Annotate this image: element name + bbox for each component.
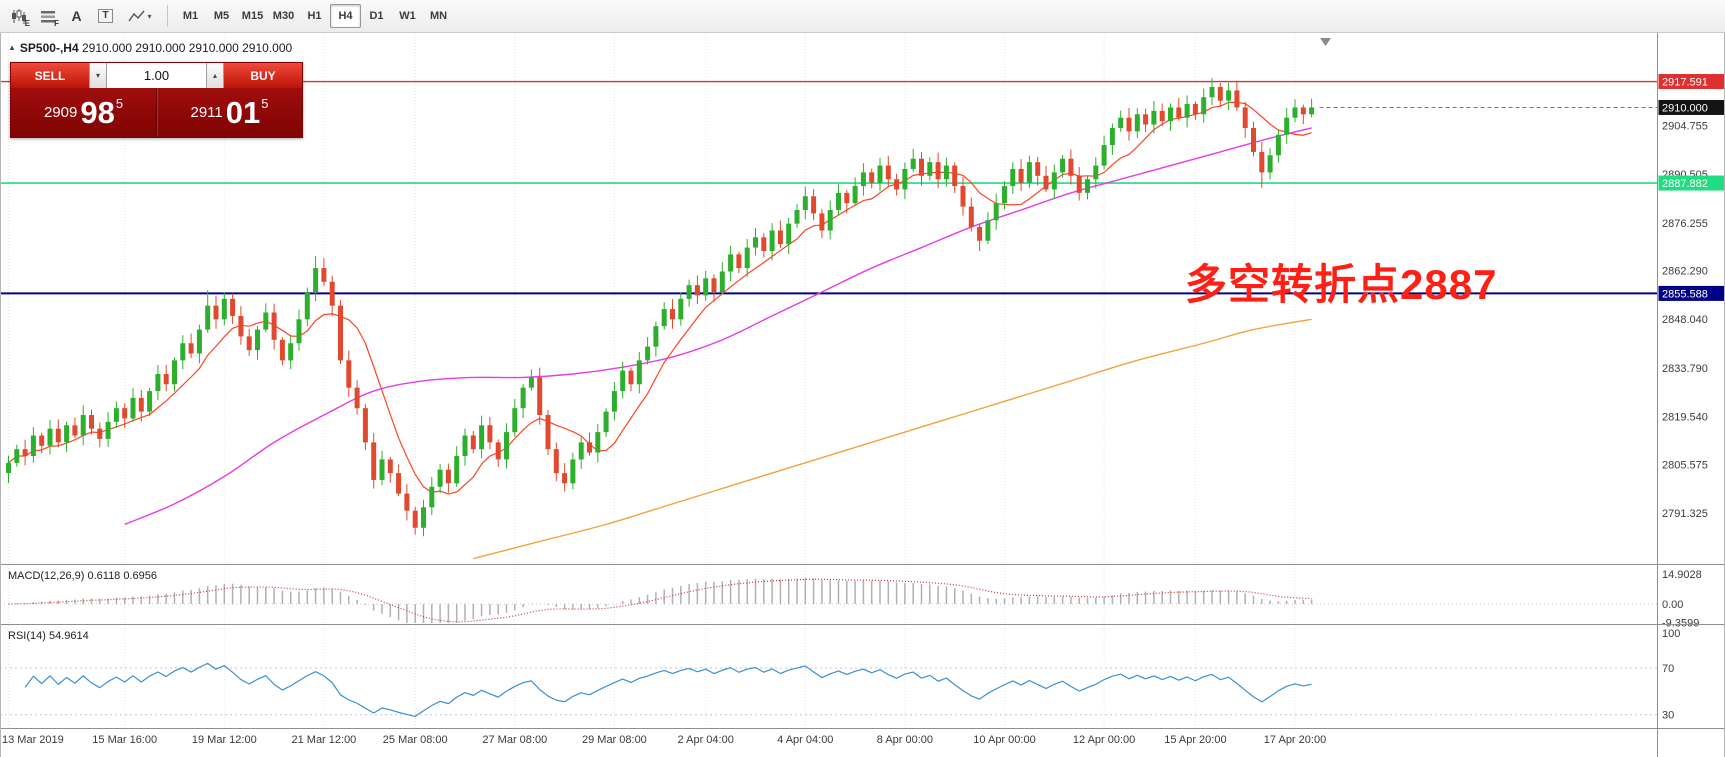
candles-glyph — [11, 8, 26, 24]
price-divider — [156, 88, 157, 137]
svg-text:4 Apr 04:00: 4 Apr 04:00 — [777, 734, 833, 746]
axis-layer: 2904.7552890.5052876.2552862.2902848.040… — [2, 74, 1725, 746]
candle-layer — [6, 78, 1315, 537]
buy-price[interactable]: 2911 01 5 — [157, 95, 302, 130]
svg-text:13 Mar 2019: 13 Mar 2019 — [2, 734, 64, 746]
svg-text:100: 100 — [1662, 628, 1680, 640]
caret-up-icon: ▴ — [212, 71, 217, 80]
ma-layer — [8, 101, 1312, 560]
ma-mid-line — [124, 127, 1312, 526]
svg-text:0.00: 0.00 — [1662, 599, 1683, 611]
text-label-tool-icon[interactable]: T — [92, 3, 119, 29]
svg-text:2819.540: 2819.540 — [1662, 412, 1708, 424]
price-tag — [1658, 285, 1725, 301]
buy-button[interactable]: BUY — [224, 63, 302, 88]
svg-text:8 Apr 00:00: 8 Apr 00:00 — [877, 734, 933, 746]
main-toolbar: E F A T ▾ M1 M5 M15 M30 H1 H4 D1 W1 MN — [0, 0, 1725, 33]
svg-text:29 Mar 08:00: 29 Mar 08:00 — [582, 734, 647, 746]
svg-text:70: 70 — [1662, 663, 1674, 675]
sell-price[interactable]: 2909 98 5 — [11, 95, 156, 130]
chevron-down-icon: ▾ — [147, 11, 152, 21]
sell-price-pip: 5 — [115, 96, 124, 111]
svg-text:2791.325: 2791.325 — [1662, 508, 1708, 520]
svg-text:2876.255: 2876.255 — [1662, 218, 1708, 230]
symbol-label: SP500-,H4 — [19, 41, 79, 55]
svg-text:-9.3599: -9.3599 — [1662, 618, 1699, 630]
price-tag — [1658, 99, 1725, 115]
svg-text:2904.755: 2904.755 — [1662, 120, 1708, 132]
sell-price-prefix: 2909 — [43, 104, 78, 121]
quote-line: ▲ SP500-,H4 2910.000 2910.000 2910.000 29… — [8, 41, 292, 55]
chart-shift-icon — [1320, 38, 1331, 46]
sell-price-big: 98 — [80, 95, 115, 130]
timeframe-button-mn[interactable]: MN — [423, 4, 454, 28]
timeframe-button-m30[interactable]: M30 — [268, 4, 299, 28]
chrome-layer — [0, 33, 1725, 757]
price-chart[interactable]: 2904.7552890.5052876.2552862.2902848.040… — [0, 33, 1725, 757]
rsi-label: RSI(14) 54.9614 — [8, 630, 89, 642]
svg-text:2917.591: 2917.591 — [1662, 77, 1708, 89]
svg-text:14.9028: 14.9028 — [1662, 569, 1702, 581]
timeframe-button-m15[interactable]: M15 — [237, 4, 268, 28]
candlestick-chart-icon[interactable]: E — [5, 3, 32, 29]
trade-prices-row: 2909 98 5 2911 01 5 — [11, 88, 302, 137]
svg-text:2855.588: 2855.588 — [1662, 288, 1708, 300]
svg-text:15 Mar 16:00: 15 Mar 16:00 — [92, 734, 157, 746]
svg-text:2 Apr 04:00: 2 Apr 04:00 — [678, 734, 734, 746]
macd-layer — [0, 577, 1657, 623]
quote-ohlc-values: 2910.000 2910.000 2910.000 2910.000 — [81, 41, 293, 55]
badge-e: E — [24, 19, 30, 28]
price-tag — [1658, 74, 1725, 90]
svg-text:30: 30 — [1662, 710, 1674, 722]
svg-text:21 Mar 12:00: 21 Mar 12:00 — [291, 734, 356, 746]
svg-text:2910.000: 2910.000 — [1662, 102, 1708, 114]
one-click-collapse-icon[interactable]: ▲ — [8, 43, 16, 52]
svg-text:2887.882: 2887.882 — [1662, 178, 1708, 190]
chart-window: 2904.755 2890.505 2876.255 2862.290 2848.040… — [0, 33, 1725, 757]
volume-increase-button[interactable]: ▴ — [206, 63, 224, 88]
buy-price-big: 01 — [225, 95, 261, 130]
timeframe-button-h1[interactable]: H1 — [299, 4, 330, 28]
svg-text:2862.290: 2862.290 — [1662, 266, 1708, 278]
buy-price-prefix: 2911 — [190, 104, 223, 121]
ma-slow-line — [473, 318, 1312, 560]
lines-glyph — [40, 11, 55, 23]
caret-down-icon: ▾ — [95, 71, 100, 80]
svg-text:27 Mar 08:00: 27 Mar 08:00 — [482, 734, 547, 746]
svg-text:15 Apr 20:00: 15 Apr 20:00 — [1164, 734, 1226, 746]
svg-text:25 Mar 08:00: 25 Mar 08:00 — [383, 734, 448, 746]
chart-annotation: 多空转折点2887 — [1185, 261, 1498, 308]
svg-text:10 Apr 00:00: 10 Apr 00:00 — [973, 734, 1035, 746]
svg-text:2848.040: 2848.040 — [1662, 314, 1708, 326]
grid-layer — [8, 34, 1296, 728]
timeframe-button-m1[interactable]: M1 — [175, 4, 206, 28]
trade-controls-row: SELL ▾ ▴ BUY — [11, 63, 302, 88]
drawing-tools-icon[interactable]: ▾ — [121, 3, 159, 29]
svg-text:2805.575: 2805.575 — [1662, 459, 1708, 471]
buy-price-pip: 5 — [261, 96, 269, 111]
svg-text:19 Mar 12:00: 19 Mar 12:00 — [192, 734, 257, 746]
svg-text:2833.790: 2833.790 — [1662, 363, 1708, 375]
timeframe-button-h4[interactable]: H4 — [330, 4, 361, 28]
rsi-layer — [0, 662, 1657, 718]
ma-fast-line — [8, 101, 1312, 495]
price-tag — [1658, 175, 1725, 191]
indicator-list-icon[interactable]: F — [34, 3, 61, 29]
one-click-trading-panel: SELL ▾ ▴ BUY 2909 98 5 2911 01 5 — [10, 62, 303, 138]
svg-text:17 Apr 20:00: 17 Apr 20:00 — [1264, 734, 1326, 746]
trendline-glyph — [128, 10, 146, 22]
volume-decrease-button[interactable]: ▾ — [89, 63, 107, 88]
svg-text:12 Apr 00:00: 12 Apr 00:00 — [1073, 734, 1135, 746]
timeframe-button-m5[interactable]: M5 — [206, 4, 237, 28]
timeframe-button-w1[interactable]: W1 — [392, 4, 423, 28]
toolbar-separator — [167, 5, 168, 27]
volume-input[interactable] — [107, 63, 206, 88]
macd-label: MACD(12,26,9) 0.6118 0.6956 — [8, 570, 157, 582]
font-tool-icon[interactable]: A — [63, 3, 90, 29]
sell-button[interactable]: SELL — [11, 63, 89, 88]
timeframe-button-d1[interactable]: D1 — [361, 4, 392, 28]
timeframe-group: M1 M5 M15 M30 H1 H4 D1 W1 MN — [175, 4, 454, 28]
badge-f: F — [54, 19, 59, 28]
